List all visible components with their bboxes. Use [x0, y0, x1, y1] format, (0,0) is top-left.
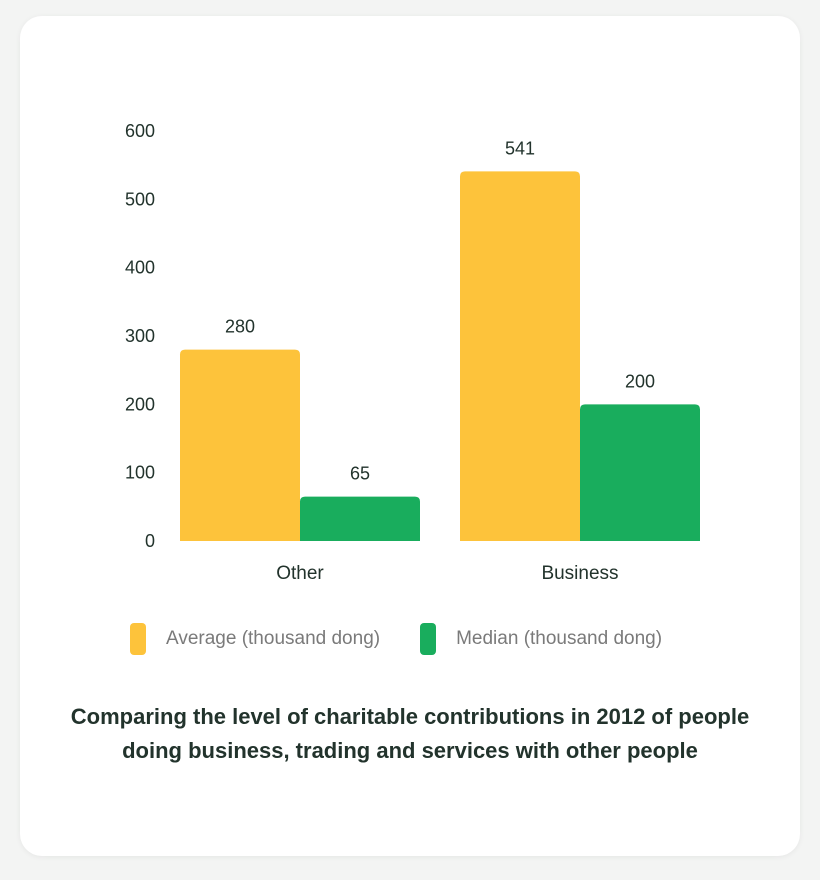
legend: Average (thousand dong) Median (thousand…: [130, 623, 730, 655]
bar-other-median: [300, 496, 420, 541]
y-tick-label: 300: [125, 326, 155, 346]
chart-title: Comparing the level of charitable contri…: [70, 704, 750, 763]
data-label: 541: [505, 138, 535, 158]
y-tick-label: 0: [145, 531, 155, 551]
data-label: 200: [625, 371, 655, 391]
y-tick-label: 100: [125, 463, 155, 483]
category-label-other: Other: [276, 563, 324, 584]
bar-other-average: [180, 349, 300, 541]
legend-label-average: Average (thousand dong): [166, 628, 381, 649]
x-axis: Other Business: [276, 563, 618, 584]
bars: [180, 171, 700, 542]
y-axis: 0 100 200 300 400 500 600: [125, 121, 155, 551]
legend-swatch-median: [420, 623, 437, 655]
legend-swatch-average: [130, 623, 146, 655]
y-tick-label: 600: [125, 121, 155, 141]
y-tick-label: 200: [125, 394, 155, 414]
legend-label-median: Median (thousand dong): [456, 628, 663, 649]
bar-chart: 0 100 200 300 400 500 600 280 65 541 200 Other Bus…: [125, 121, 700, 584]
data-label: 65: [350, 464, 370, 484]
legend-item-average: Average (thousand dong): [130, 623, 380, 655]
y-tick-label: 500: [125, 189, 155, 209]
y-tick-label: 400: [125, 258, 155, 278]
bar-business-average: [460, 171, 580, 542]
data-labels: 280 65 541 200: [225, 138, 655, 483]
data-label: 280: [225, 317, 255, 337]
bar-business-median: [580, 404, 700, 541]
chart-card: 0 100 200 300 400 500 600 280 65 541 200 Other Bus…: [20, 16, 800, 856]
category-label-business: Business: [541, 563, 618, 584]
legend-item-median: Median (thousand dong): [420, 623, 662, 655]
